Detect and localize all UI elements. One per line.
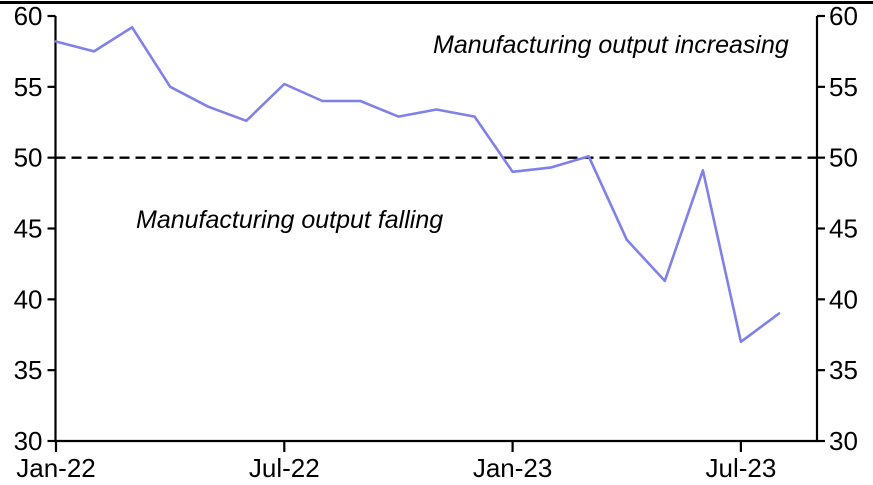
y-tick-label-right: 40	[829, 284, 858, 314]
y-tick-label-left: 60	[14, 1, 43, 31]
x-tick-label: Jan-23	[473, 453, 553, 483]
y-tick-label-left: 40	[14, 284, 43, 314]
pmi-series-line	[54, 25, 781, 344]
y-tick-label-left: 30	[14, 426, 43, 456]
x-tick-label: Jul-22	[249, 453, 320, 483]
y-tick-label-left: 45	[14, 214, 43, 244]
x-tick-label: Jul-23	[705, 453, 776, 483]
annotation-output-falling: Manufacturing output falling	[136, 206, 444, 234]
y-tick-label-left: 50	[14, 143, 43, 173]
y-tick-label-right: 30	[829, 426, 858, 456]
y-tick-label-right: 55	[829, 72, 858, 102]
y-tick-label-right: 60	[829, 1, 858, 31]
y-tick-label-right: 50	[829, 143, 858, 173]
x-tick-label: Jan-22	[16, 453, 96, 483]
y-tick-label-left: 35	[14, 355, 43, 385]
y-tick-label-left: 55	[14, 72, 43, 102]
y-tick-label-right: 35	[829, 355, 858, 385]
y-tick-label-right: 45	[829, 214, 858, 244]
annotation-output-increasing: Manufacturing output increasing	[433, 31, 789, 59]
top-border-rule	[0, 1, 873, 4]
